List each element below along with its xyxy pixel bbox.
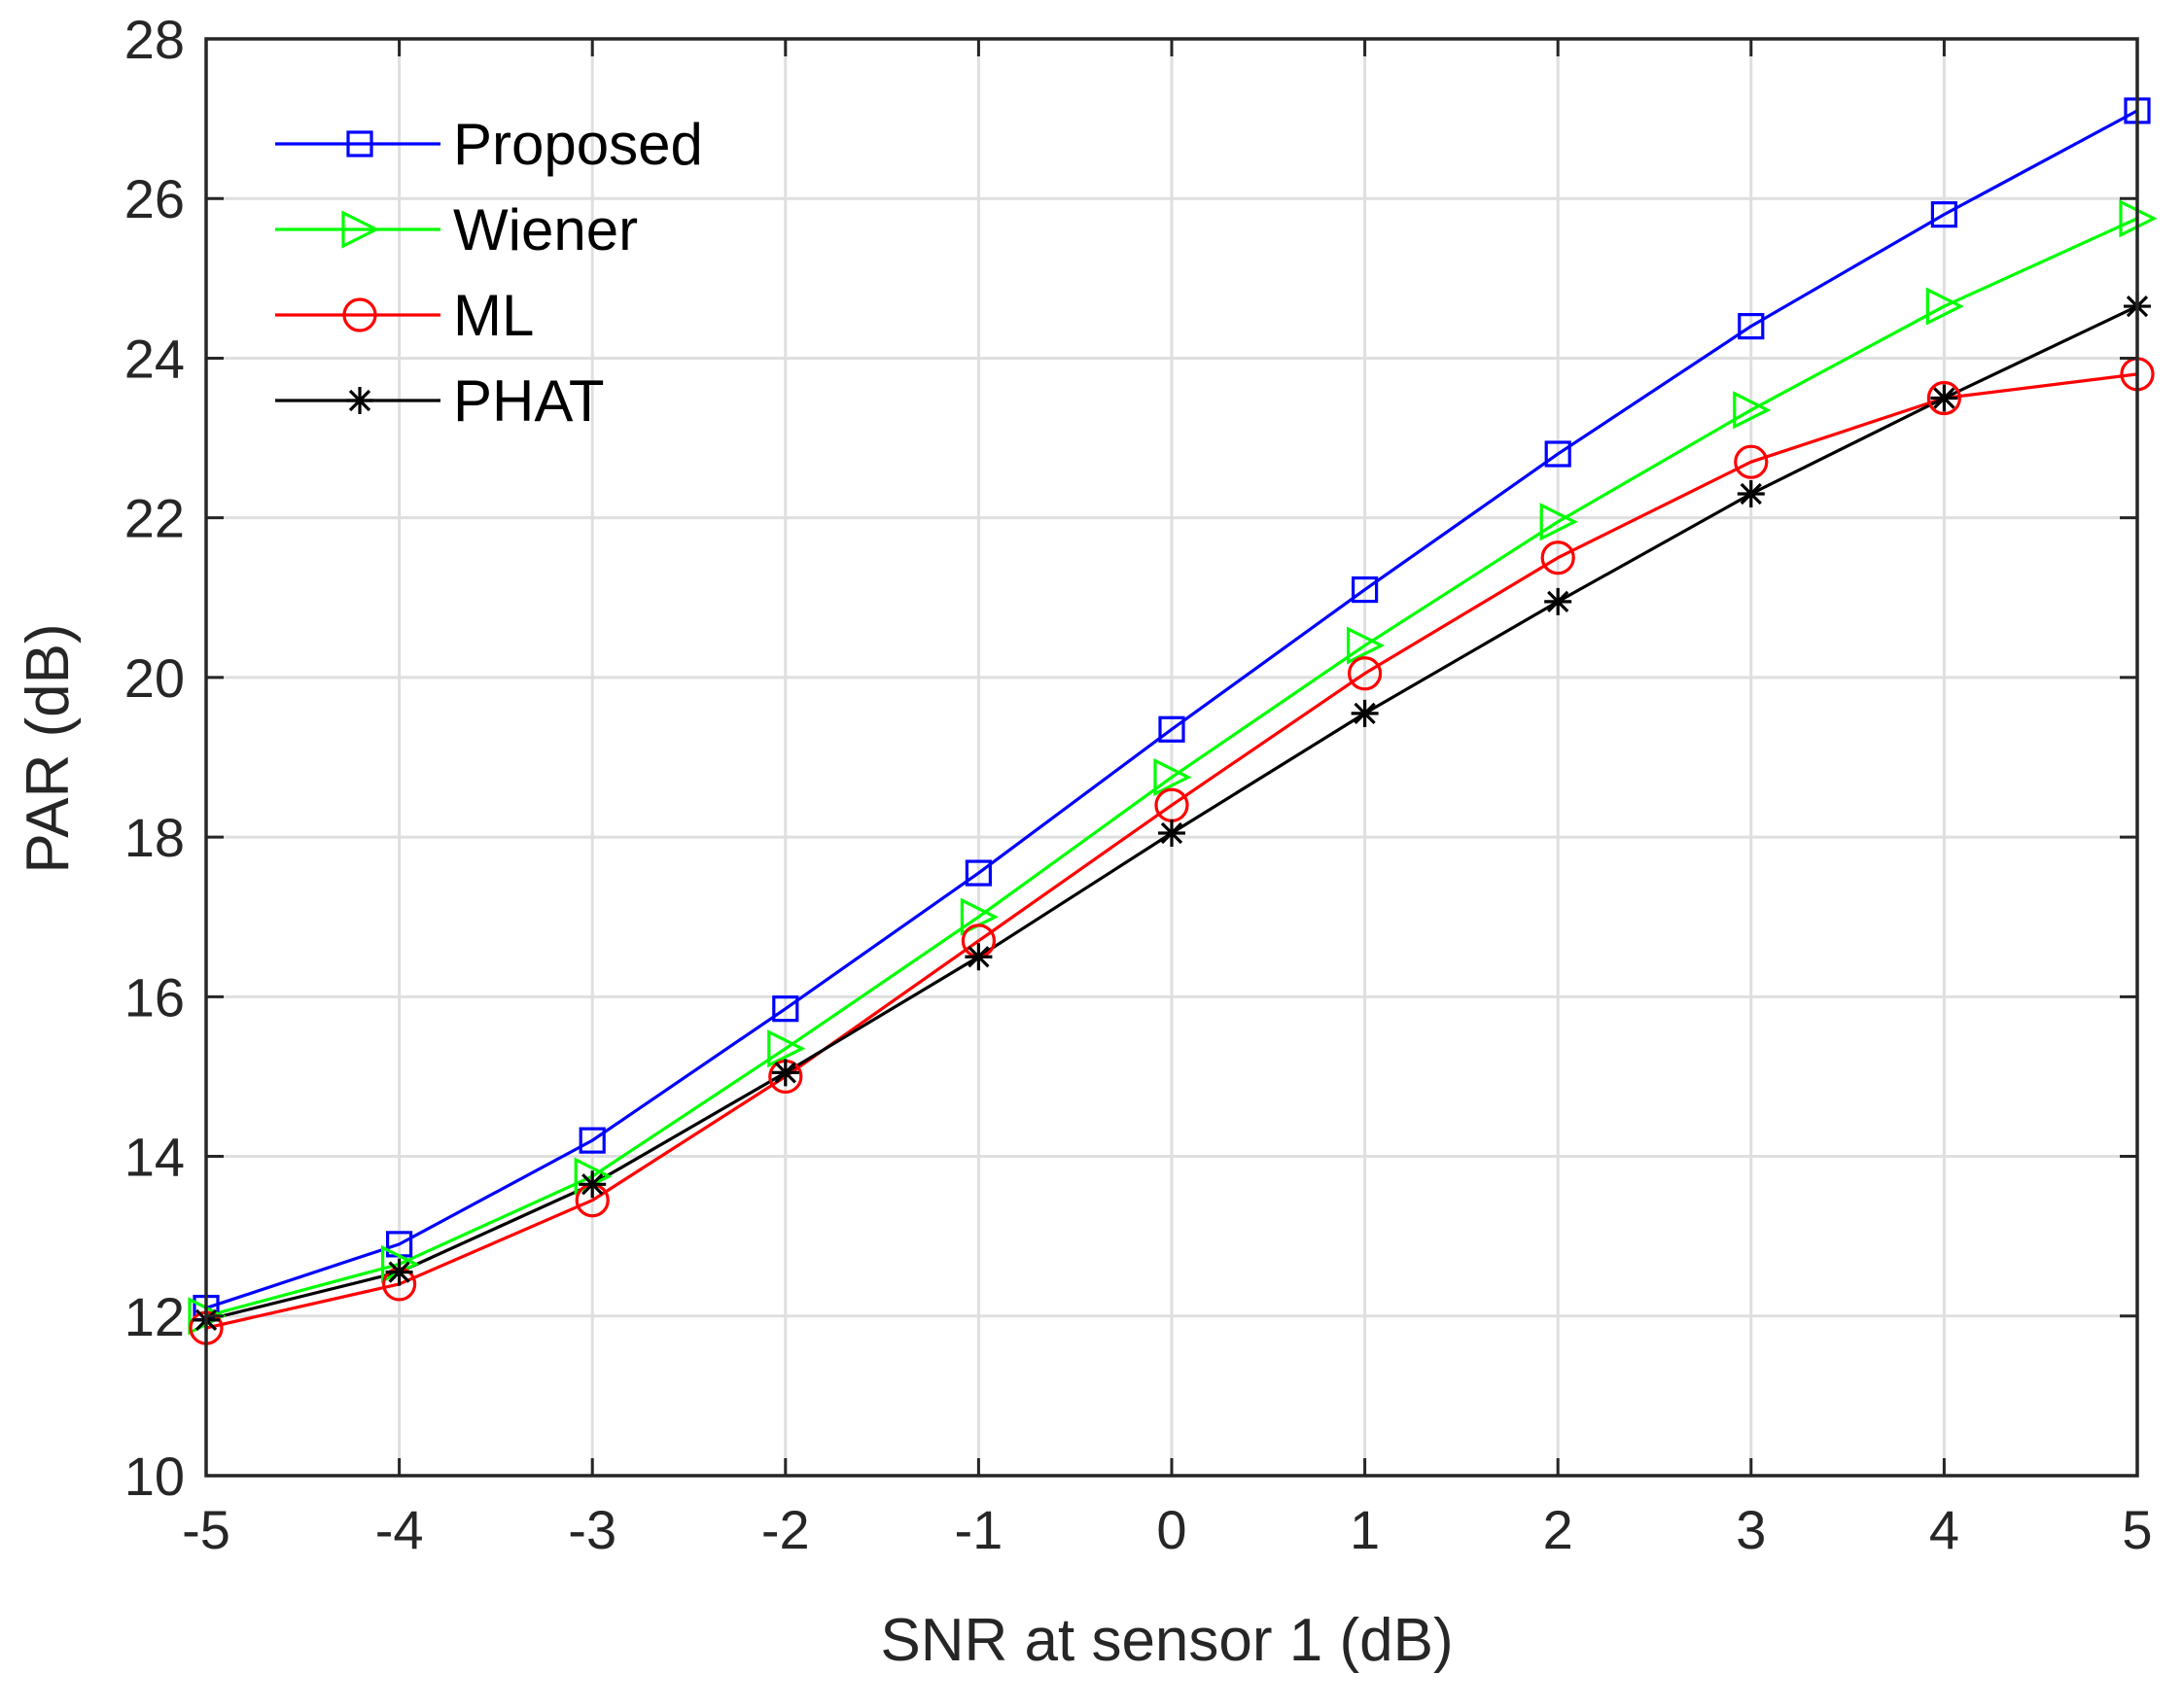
y-tick-label: 22 (124, 488, 185, 549)
data-point-proposed (1158, 715, 1185, 743)
x-tick-label: -4 (375, 1499, 424, 1560)
y-tick-label: 18 (124, 807, 185, 868)
data-point-proposed (965, 859, 993, 887)
data-point-phat (1737, 480, 1765, 508)
legend-label-phat: PHAT (453, 368, 605, 434)
data-point-phat (1544, 587, 1572, 615)
x-tick-label: 1 (1350, 1499, 1380, 1560)
data-point-proposed (1351, 575, 1379, 604)
y-tick-label: 26 (124, 168, 185, 229)
series-markers (188, 97, 2158, 1345)
x-tick-label: -3 (568, 1499, 616, 1560)
data-point-phat (1930, 384, 1958, 412)
data-point-proposed (1930, 201, 1958, 228)
data-point-ml (1734, 444, 1769, 479)
data-point-wiener (767, 1029, 806, 1068)
x-tick-label: 5 (2122, 1499, 2152, 1560)
data-point-wiener (1153, 757, 1192, 797)
data-point-wiener (1539, 503, 1578, 541)
y-tick-label: 10 (124, 1446, 185, 1507)
data-point-wiener (1733, 391, 1772, 430)
data-point-phat (1158, 819, 1185, 848)
y-tick-label: 16 (124, 966, 185, 1028)
x-tick-label: -2 (761, 1499, 810, 1560)
data-point-phat (385, 1258, 413, 1286)
legend-marker-phat (346, 387, 373, 414)
y-tick-label: 14 (124, 1127, 185, 1188)
data-point-ml (1540, 540, 1575, 575)
x-tick-label: 0 (1156, 1499, 1186, 1560)
data-point-phat (1351, 699, 1379, 727)
y-axis-label: PAR (dB) (15, 623, 82, 873)
data-point-proposed (1544, 440, 1571, 468)
x-axis-label: SNR at sensor 1 (dB) (880, 1607, 1453, 1674)
x-tick-label: 3 (1736, 1499, 1766, 1560)
series-line-ml (205, 372, 2138, 1330)
legend-label-wiener: Wiener (453, 197, 638, 262)
data-point-phat (771, 1059, 799, 1087)
series-line-wiener (205, 217, 2138, 1318)
series-line-proposed (205, 109, 2138, 1310)
x-tick-label: 2 (1543, 1499, 1573, 1560)
data-point-wiener (1925, 287, 1964, 326)
y-tick-label: 12 (124, 1286, 185, 1347)
legend: Proposed Wiener ML PHAT (275, 112, 703, 434)
data-point-phat (579, 1170, 607, 1199)
data-point-proposed (579, 1127, 606, 1154)
legend-marker-wiener (341, 210, 380, 249)
axes (204, 37, 2139, 1478)
y-tick-label: 24 (124, 328, 185, 389)
y-tick-label: 28 (124, 9, 185, 70)
legend-marker-ml (342, 297, 377, 332)
y-tick-label: 20 (124, 647, 185, 709)
legend-marker-proposed (346, 130, 373, 157)
data-point-ml (1926, 380, 1962, 416)
x-tick-label: -5 (182, 1499, 230, 1560)
data-point-proposed (1738, 313, 1765, 340)
legend-label-ml: ML (453, 283, 534, 348)
x-tick-label: 4 (1929, 1499, 1959, 1560)
legend-label-proposed: Proposed (453, 112, 703, 177)
data-point-proposed (772, 995, 799, 1023)
data-point-wiener (1346, 626, 1386, 665)
data-point-phat (965, 943, 993, 971)
x-tick-label: -1 (955, 1499, 1003, 1560)
data-point-ml (1347, 656, 1383, 691)
